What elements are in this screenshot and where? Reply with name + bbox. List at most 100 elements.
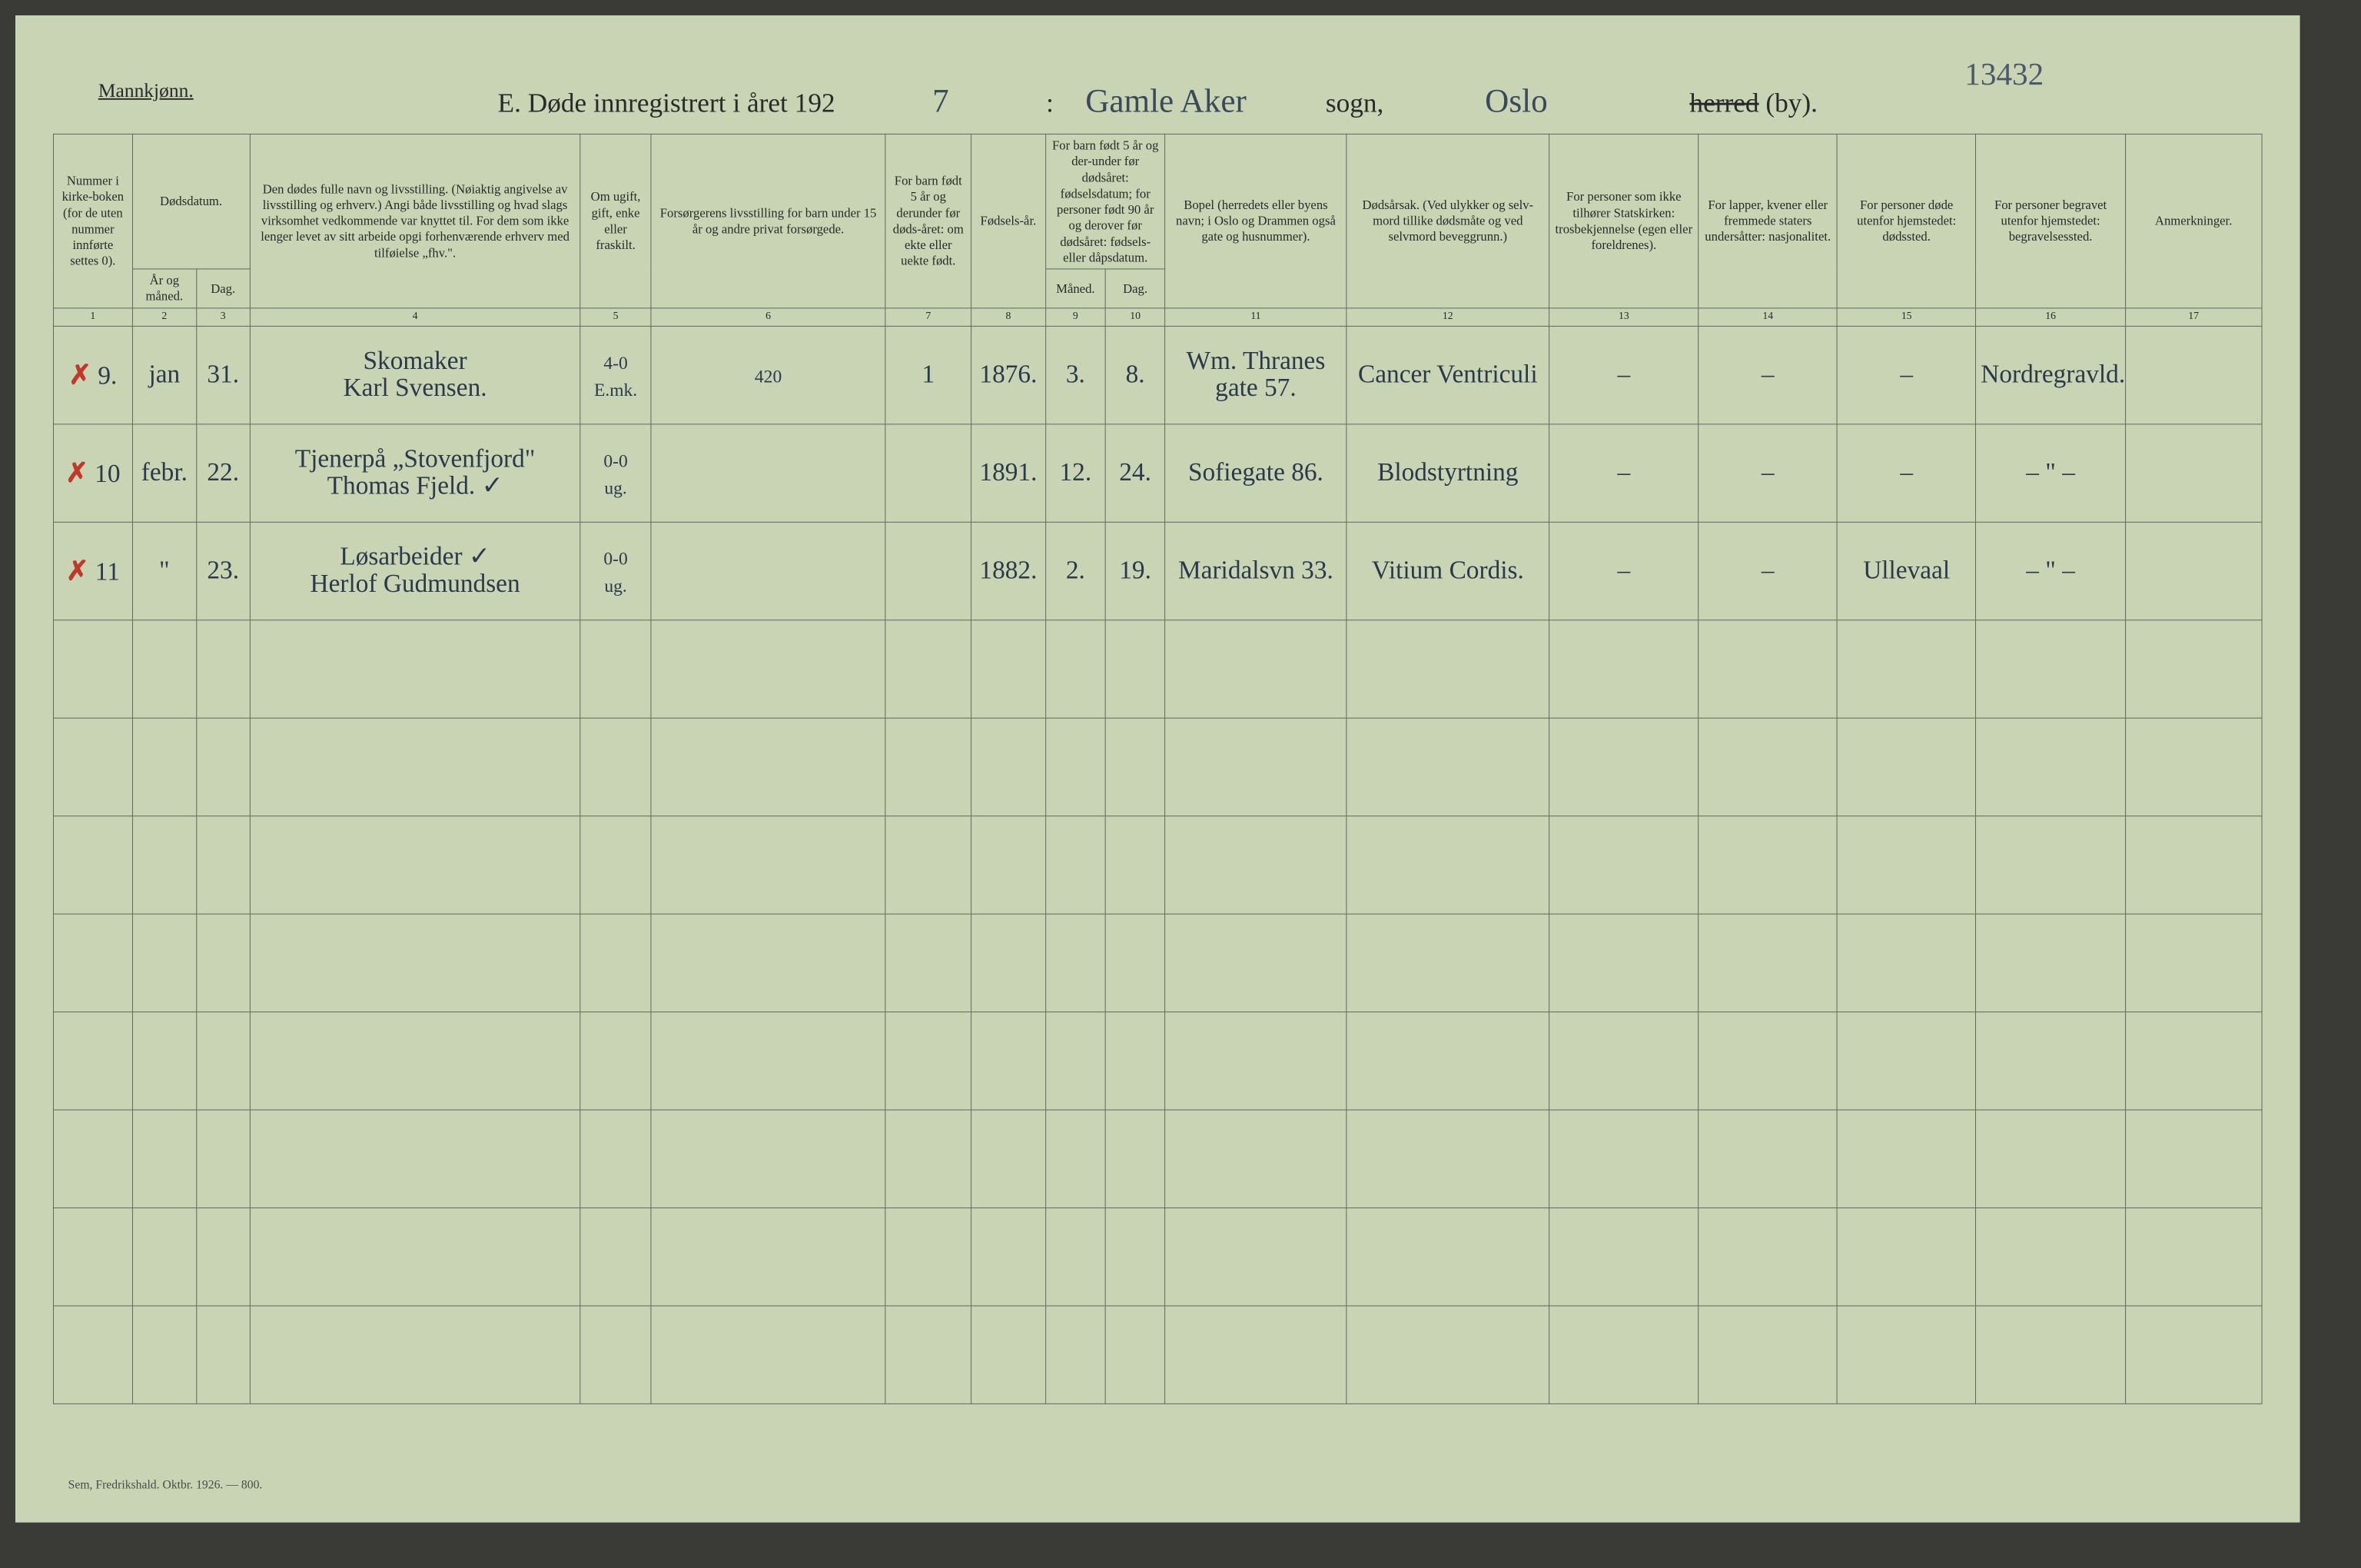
- cell: ✗ 9.: [54, 326, 133, 424]
- cell: – " –: [1976, 424, 2125, 521]
- empty-cell: [1699, 1208, 1837, 1305]
- empty-cell: [1976, 718, 2125, 816]
- empty-cell: [2125, 1208, 2262, 1305]
- empty-row: [54, 1305, 2263, 1403]
- empty-cell: [651, 620, 885, 717]
- page-title: E. Døde innregistrert i året 1927: Gamle…: [53, 81, 2263, 120]
- empty-cell: [2125, 1305, 2262, 1403]
- cell: 4-0E.mk.: [580, 326, 651, 424]
- empty-cell: [651, 914, 885, 1012]
- colnum-cell: 17: [2125, 307, 2262, 326]
- empty-cell: [2125, 914, 2262, 1012]
- empty-row: [54, 1110, 2263, 1208]
- empty-cell: [580, 1208, 651, 1305]
- cell: 1: [885, 326, 971, 424]
- cell: febr.: [132, 424, 196, 521]
- colnum-cell: 4: [250, 307, 580, 326]
- empty-cell: [1347, 1305, 1549, 1403]
- herred-label: herred: [1689, 88, 1758, 118]
- empty-cell: [54, 1110, 133, 1208]
- empty-cell: [1347, 718, 1549, 816]
- h-status: Om ugift, gift, enke eller fraskilt.: [580, 134, 651, 307]
- empty-cell: [1549, 1012, 1699, 1109]
- colnum-cell: 14: [1699, 307, 1837, 326]
- cell: 1891.: [971, 424, 1045, 521]
- cell: Maridalsvn 33.: [1165, 522, 1347, 620]
- cell: ": [132, 522, 196, 620]
- empty-cell: [197, 1208, 250, 1305]
- empty-cell: [1837, 816, 1975, 913]
- year-suffix-hw: 7: [835, 81, 1047, 120]
- empty-cell: [54, 620, 133, 717]
- empty-cell: [1105, 1208, 1165, 1305]
- empty-cell: [1045, 914, 1105, 1012]
- empty-cell: [651, 1208, 885, 1305]
- cell: 12.: [1045, 424, 1105, 521]
- empty-cell: [54, 1305, 133, 1403]
- empty-cell: [1549, 914, 1699, 1012]
- cell: Sofiegate 86.: [1165, 424, 1347, 521]
- colnum-cell: 13: [1549, 307, 1699, 326]
- h-dag: Dag.: [197, 269, 250, 307]
- cell: 8.: [1105, 326, 1165, 424]
- cell: 0-0ug.: [580, 424, 651, 521]
- empty-cell: [885, 1012, 971, 1109]
- empty-cell: [250, 620, 580, 717]
- empty-cell: [132, 1305, 196, 1403]
- empty-cell: [1837, 1208, 1975, 1305]
- empty-cell: [1105, 620, 1165, 717]
- empty-cell: [250, 816, 580, 913]
- cell: 1882.: [971, 522, 1045, 620]
- empty-cell: [197, 1305, 250, 1403]
- empty-cell: [1165, 620, 1347, 717]
- empty-cell: [1045, 1208, 1105, 1305]
- colnum-cell: 9: [1045, 307, 1105, 326]
- h-ar-maned: År og måned.: [132, 269, 196, 307]
- empty-cell: [54, 816, 133, 913]
- colnum-cell: 1: [54, 307, 133, 326]
- empty-cell: [1837, 620, 1975, 717]
- h-dodsdatum: Dødsdatum.: [132, 134, 250, 268]
- empty-row: [54, 718, 2263, 816]
- empty-cell: [1045, 1012, 1105, 1109]
- cell: Cancer Ventriculi: [1347, 326, 1549, 424]
- cell: 3.: [1045, 326, 1105, 424]
- h-bopel: Bopel (herredets eller byens navn; i Osl…: [1165, 134, 1347, 307]
- cell: [2125, 522, 2262, 620]
- empty-cell: [651, 1012, 885, 1109]
- empty-cell: [54, 1208, 133, 1305]
- empty-cell: [1699, 1012, 1837, 1109]
- empty-cell: [1045, 1110, 1105, 1208]
- empty-cell: [1837, 1110, 1975, 1208]
- empty-cell: [1699, 620, 1837, 717]
- empty-cell: [971, 718, 1045, 816]
- h-bdag: Dag.: [1105, 269, 1165, 307]
- empty-cell: [1045, 816, 1105, 913]
- empty-cell: [1549, 1305, 1699, 1403]
- cell: 23.: [197, 522, 250, 620]
- title-prefix: E. Døde innregistrert i året 192: [498, 88, 835, 118]
- by-label: (by).: [1765, 88, 1818, 118]
- empty-cell: [250, 914, 580, 1012]
- cell: Tjenerpå „Stovenfjord"Thomas Fjeld. ✓: [250, 424, 580, 521]
- empty-cell: [250, 718, 580, 816]
- cell: 24.: [1105, 424, 1165, 521]
- cell: Wm. Thranes gate 57.: [1165, 326, 1347, 424]
- cell: Nordregravld.: [1976, 326, 2125, 424]
- cell: 2.: [1045, 522, 1105, 620]
- empty-cell: [580, 914, 651, 1012]
- empty-cell: [1347, 1012, 1549, 1109]
- cell: –: [1699, 326, 1837, 424]
- colnum-cell: 12: [1347, 307, 1549, 326]
- cell: 0-0ug.: [580, 522, 651, 620]
- empty-cell: [580, 816, 651, 913]
- empty-cell: [1976, 620, 2125, 717]
- empty-cell: [971, 914, 1045, 1012]
- empty-cell: [2125, 620, 2262, 717]
- empty-cell: [885, 816, 971, 913]
- colnum-cell: 2: [132, 307, 196, 326]
- empty-cell: [1549, 1110, 1699, 1208]
- empty-cell: [250, 1012, 580, 1109]
- empty-cell: [54, 1012, 133, 1109]
- empty-cell: [132, 914, 196, 1012]
